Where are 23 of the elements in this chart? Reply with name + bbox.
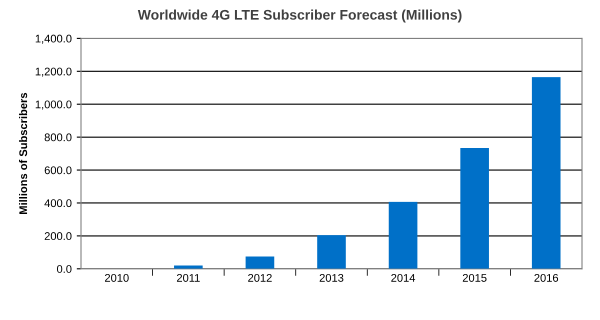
x-tick-label: 2012 [248, 274, 272, 282]
y-axis-title: Millions of Subscribers [18, 92, 28, 214]
bar [246, 256, 274, 269]
y-tick-label: 1,400.0 [36, 34, 72, 44]
y-tick-label: 0.0 [56, 265, 72, 273]
x-tick-label: 2015 [462, 274, 487, 282]
bar [317, 235, 346, 269]
x-tick-label: 2010 [104, 274, 129, 282]
x-tick-label: 2016 [534, 274, 558, 282]
bar [460, 148, 489, 269]
x-tick-label: 2014 [391, 274, 416, 282]
y-tick-label: 1,000.0 [36, 100, 72, 110]
y-tick-label: 1,200.0 [36, 68, 72, 77]
bar [388, 202, 418, 269]
x-tick-label: 2011 [176, 274, 200, 282]
bar [532, 77, 561, 269]
y-tick-label: 600.0 [44, 166, 72, 174]
y-tick-label: 800.0 [44, 133, 72, 142]
chart-title: Worldwide 4G LTE Subscriber Forecast (Millions) [138, 10, 462, 22]
x-tick-label: 2013 [320, 274, 344, 282]
y-tick-label: 400.0 [44, 199, 72, 208]
bar [174, 266, 203, 269]
y-tick-label: 200.0 [44, 232, 72, 240]
